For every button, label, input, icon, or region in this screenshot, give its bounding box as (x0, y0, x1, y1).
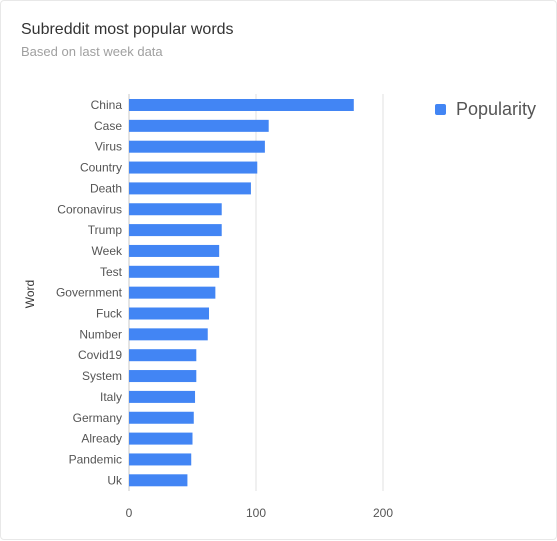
bar (129, 244, 220, 257)
category-label: Germany (73, 411, 122, 425)
chart-title: Subreddit most popular words (21, 21, 234, 38)
bar (129, 182, 251, 195)
category-label: China (91, 98, 123, 112)
category-label: Fuck (96, 307, 123, 321)
category-label: Number (79, 327, 122, 341)
bar (129, 161, 258, 174)
bar (129, 119, 269, 132)
category-label: Test (100, 265, 123, 279)
bar (129, 286, 216, 299)
legend[interactable]: Popularity (435, 97, 536, 121)
y-axis-title: Word (23, 280, 37, 308)
category-label: Trump (88, 223, 123, 237)
bar (129, 140, 265, 153)
bar (129, 453, 192, 466)
legend-swatch (435, 103, 446, 115)
x-tick-label: 200 (373, 506, 393, 520)
bar (129, 474, 188, 487)
category-label: Government (56, 286, 123, 300)
x-tick-label: 0 (126, 506, 133, 520)
bar (129, 99, 354, 111)
bar (129, 203, 222, 216)
bar (129, 390, 196, 403)
category-label: Week (92, 244, 123, 258)
category-label: Country (80, 161, 122, 175)
x-tick-label: 100 (246, 506, 266, 520)
bar (129, 224, 222, 237)
category-label: Coronavirus (57, 202, 122, 216)
bar (129, 307, 210, 320)
category-label: Case (94, 119, 122, 133)
category-label: System (82, 369, 122, 383)
chart-subtitle: Based on last week data (21, 44, 163, 59)
bar (129, 432, 193, 445)
category-label: Covid19 (78, 348, 122, 362)
category-label: Death (90, 181, 122, 195)
bar (129, 265, 220, 278)
category-label: Already (81, 432, 122, 446)
category-label: Uk (107, 473, 123, 487)
legend-label: Popularity (456, 98, 537, 119)
category-label: Pandemic (69, 452, 122, 466)
bar (129, 411, 194, 424)
bar (129, 370, 197, 383)
category-label: Italy (100, 390, 122, 404)
category-label: Virus (95, 140, 122, 154)
bar (129, 349, 197, 362)
bar (129, 328, 208, 341)
